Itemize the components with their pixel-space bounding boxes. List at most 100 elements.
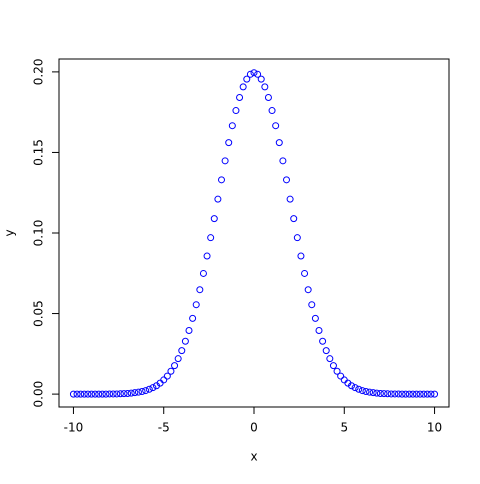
point <box>225 139 233 147</box>
point <box>127 389 135 397</box>
x-tick-label: 5 <box>340 421 348 435</box>
point <box>254 70 262 78</box>
point <box>95 390 103 398</box>
point <box>369 389 377 397</box>
point <box>160 376 168 384</box>
point <box>185 326 193 334</box>
point <box>102 390 110 398</box>
point <box>221 157 229 165</box>
point <box>232 107 240 115</box>
point <box>384 390 392 398</box>
point <box>80 390 88 398</box>
point <box>203 252 211 260</box>
point <box>394 390 402 398</box>
point <box>423 390 431 398</box>
point <box>431 390 439 398</box>
point <box>145 385 153 393</box>
point <box>409 390 417 398</box>
point <box>149 384 157 392</box>
point <box>210 215 218 223</box>
point <box>362 388 370 396</box>
point <box>376 389 384 397</box>
point <box>243 75 251 83</box>
point <box>311 314 319 322</box>
point <box>120 390 128 398</box>
point <box>236 94 244 102</box>
point <box>171 362 179 370</box>
point <box>218 176 225 184</box>
x-tick-label: 10 <box>427 421 442 435</box>
y-axis-label: y <box>3 229 17 236</box>
point <box>355 385 363 393</box>
point <box>405 390 413 398</box>
point <box>373 389 381 397</box>
point <box>398 390 406 398</box>
point <box>358 387 366 395</box>
point <box>351 384 359 392</box>
point <box>113 390 121 398</box>
point <box>290 215 298 223</box>
point <box>142 387 150 395</box>
point <box>116 390 124 398</box>
point <box>163 372 171 380</box>
point <box>214 195 222 203</box>
point <box>189 314 197 322</box>
point <box>261 83 269 91</box>
point <box>268 107 276 115</box>
point <box>301 269 309 277</box>
point <box>286 195 294 203</box>
y-tick-label: 0.00 <box>32 381 46 408</box>
point <box>391 390 399 398</box>
x-axis-label: x <box>250 450 257 464</box>
point <box>326 355 334 363</box>
point <box>181 337 189 345</box>
point <box>340 376 348 384</box>
point <box>196 286 204 294</box>
point <box>124 389 132 397</box>
point <box>304 286 312 294</box>
point <box>333 367 341 375</box>
point <box>275 139 283 147</box>
point <box>131 389 139 397</box>
point <box>366 388 374 396</box>
point <box>322 347 330 355</box>
point <box>250 69 258 77</box>
x-tick-label: 0 <box>250 421 258 435</box>
point <box>88 390 95 398</box>
point <box>308 301 316 309</box>
y-tick-label: 0.10 <box>32 220 46 247</box>
point <box>199 269 207 277</box>
point <box>207 234 215 242</box>
point <box>329 362 337 370</box>
point <box>246 70 254 78</box>
x-tick-label: -10 <box>64 421 84 435</box>
point <box>380 390 388 398</box>
point <box>337 372 345 380</box>
point <box>348 382 355 390</box>
point <box>413 390 420 398</box>
point <box>283 176 290 184</box>
point <box>420 390 428 398</box>
y-tick-label: 0.15 <box>32 139 46 166</box>
point <box>239 83 247 91</box>
point <box>297 252 305 260</box>
point <box>134 388 142 396</box>
point <box>293 234 301 242</box>
y-tick-label: 0.20 <box>32 59 46 86</box>
point <box>427 390 435 398</box>
point <box>91 390 99 398</box>
point <box>192 301 200 309</box>
x-tick-label: -5 <box>158 421 170 435</box>
point <box>272 122 280 130</box>
point <box>178 347 186 355</box>
point <box>387 390 395 398</box>
point <box>98 390 106 398</box>
point <box>77 390 85 398</box>
point <box>402 390 410 398</box>
point <box>174 355 182 363</box>
y-tick-label: 0.05 <box>32 300 46 327</box>
plot-frame <box>58 58 450 408</box>
point <box>138 388 146 396</box>
point <box>73 390 81 398</box>
